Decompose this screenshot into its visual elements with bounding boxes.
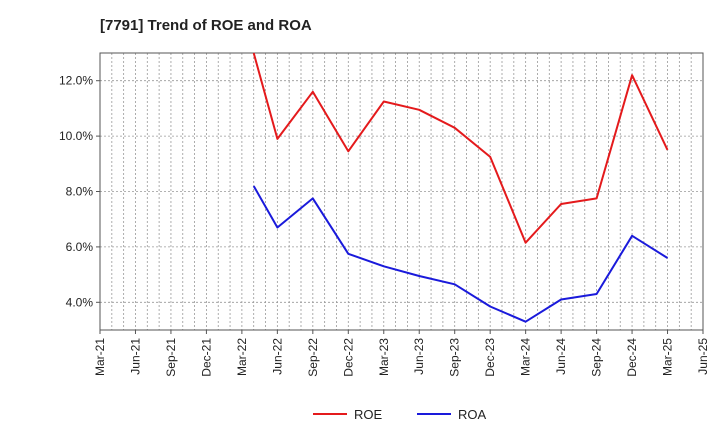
x-tick-label: Mar-22 xyxy=(235,338,249,376)
y-tick-label: 8.0% xyxy=(66,185,94,199)
y-tick-label: 4.0% xyxy=(66,295,94,309)
x-tick-label: Sep-24 xyxy=(590,338,604,377)
x-tick-label: Dec-24 xyxy=(625,338,639,377)
y-tick-label: 10.0% xyxy=(59,129,93,143)
y-axis: 4.0% 6.0% 8.0% 10.0% 12.0% xyxy=(59,74,100,309)
x-tick-label: Mar-23 xyxy=(377,338,391,376)
grid-layer xyxy=(99,53,704,330)
x-tick-label: Jun-23 xyxy=(412,338,426,375)
x-tick-label: Mar-25 xyxy=(661,338,675,376)
x-tick-label: Dec-22 xyxy=(341,338,355,377)
x-tick-label: Mar-21 xyxy=(93,338,107,376)
legend-item-roe[interactable]: ROE xyxy=(313,407,383,422)
x-tick-label: Mar-24 xyxy=(519,338,533,376)
legend-item-roa[interactable]: ROA xyxy=(417,407,487,422)
legend[interactable]: ROE ROA xyxy=(313,407,487,422)
series-line-roa xyxy=(252,185,669,323)
series-line-roe xyxy=(252,52,669,244)
x-tick-label: Jun-21 xyxy=(128,338,142,375)
legend-label-roe: ROE xyxy=(354,407,383,422)
legend-label-roa: ROA xyxy=(458,407,487,422)
chart-title: [7791] Trend of ROE and ROA xyxy=(100,17,312,34)
x-tick-label: Jun-24 xyxy=(554,338,568,375)
y-tick-label: 6.0% xyxy=(66,240,94,254)
x-tick-label: Jun-22 xyxy=(270,338,284,375)
series-layer xyxy=(252,52,669,323)
x-tick-label: Dec-23 xyxy=(483,338,497,377)
x-tick-label: Dec-21 xyxy=(199,338,213,377)
x-tick-label: Sep-21 xyxy=(164,338,178,377)
y-tick-label: 12.0% xyxy=(59,74,93,88)
x-axis: Mar-21 Jun-21 Sep-21 Dec-21 Mar-22 Jun-22 Sep-… xyxy=(93,330,710,377)
x-tick-label: Jun-25 xyxy=(696,338,710,375)
x-tick-label: Sep-23 xyxy=(448,338,462,377)
x-tick-label: Sep-22 xyxy=(306,338,320,377)
